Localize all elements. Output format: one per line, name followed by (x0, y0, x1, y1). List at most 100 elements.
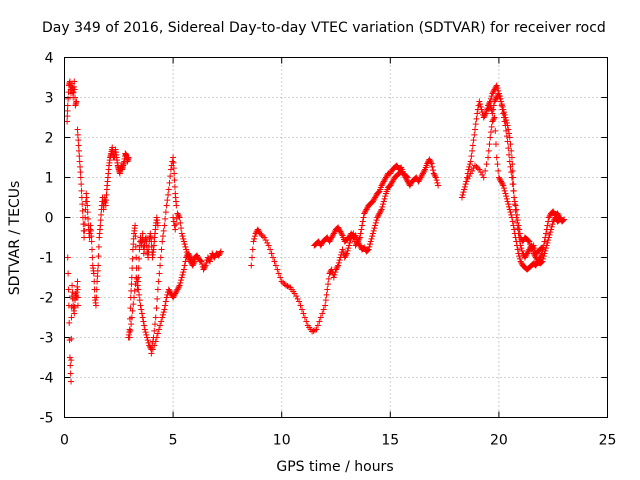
data-point (166, 287, 173, 294)
data-point (466, 161, 473, 168)
data-point (336, 257, 343, 264)
data-point (71, 297, 78, 304)
data-point (74, 131, 81, 138)
data-point (152, 314, 159, 321)
data-point (507, 209, 514, 216)
data-point (202, 262, 209, 269)
data-point (140, 243, 147, 250)
data-point (545, 214, 552, 221)
x-tick-label: 5 (169, 433, 178, 449)
data-point (374, 213, 381, 220)
data-point (483, 161, 490, 168)
data-point (184, 251, 191, 258)
data-point (498, 178, 505, 185)
data-point (335, 224, 342, 231)
data-point (555, 217, 562, 224)
data-point (482, 167, 489, 174)
data-point (95, 262, 102, 269)
data-point (512, 207, 519, 214)
data-point (343, 251, 350, 258)
data-point (426, 156, 433, 163)
data-point (380, 179, 387, 186)
data-point (172, 290, 179, 297)
data-point (313, 326, 320, 333)
data-point (329, 233, 336, 240)
data-point (374, 214, 381, 221)
data-point (170, 293, 177, 300)
x-axis-label: GPS time / hours (276, 459, 393, 475)
data-point (165, 191, 172, 198)
x-tick-label: 0 (60, 433, 69, 449)
data-point (346, 239, 353, 246)
data-point (71, 303, 78, 310)
data-point (217, 249, 224, 256)
y-tick-label: -5 (40, 411, 54, 427)
data-point (482, 111, 489, 118)
data-point (552, 214, 559, 221)
data-point (142, 329, 149, 336)
data-point (492, 127, 499, 134)
data-point (256, 230, 263, 237)
data-point (153, 334, 160, 341)
data-point (478, 106, 485, 113)
data-point (468, 153, 475, 160)
data-point (76, 153, 83, 160)
data-point (537, 254, 544, 261)
data-point (490, 115, 497, 122)
data-point (499, 106, 506, 113)
data-point (339, 246, 346, 253)
data-point (64, 118, 71, 125)
data-point (472, 126, 479, 133)
data-point (283, 282, 290, 289)
data-point (335, 262, 342, 269)
data-point (490, 89, 497, 96)
data-point (64, 107, 71, 114)
data-point (516, 226, 523, 233)
data-point (421, 167, 428, 174)
data-point (301, 314, 308, 321)
data-point (499, 181, 506, 188)
data-point (508, 174, 515, 181)
data-point (540, 253, 547, 260)
data-point (173, 287, 180, 294)
data-point (345, 245, 352, 252)
data-point (198, 258, 205, 265)
data-point (88, 233, 95, 240)
data-point (159, 238, 166, 245)
y-tick-label: -1 (40, 251, 54, 267)
data-point (370, 227, 377, 234)
data-point (316, 318, 323, 325)
data-point (162, 209, 169, 216)
data-point (66, 354, 73, 361)
data-point (200, 266, 207, 273)
data-point (133, 274, 140, 281)
data-point (148, 350, 155, 357)
data-point (469, 142, 476, 149)
data-point (372, 222, 379, 229)
data-point (543, 242, 550, 249)
data-point (340, 249, 347, 256)
data-point (159, 233, 166, 240)
data-point (303, 318, 310, 325)
data-point (500, 109, 507, 116)
data-point (175, 283, 182, 290)
data-point (488, 123, 495, 130)
data-point (432, 174, 439, 181)
data-point (510, 187, 517, 194)
data-point (170, 294, 177, 301)
data-point (127, 327, 134, 334)
data-point (369, 230, 376, 237)
data-point (404, 174, 411, 181)
data-point (542, 230, 549, 237)
data-point (284, 283, 291, 290)
data-point (364, 205, 371, 212)
data-point (327, 235, 334, 242)
data-point (524, 237, 531, 244)
data-point (503, 195, 510, 202)
data-point (508, 147, 515, 154)
data-point (84, 209, 91, 216)
data-point (428, 160, 435, 167)
data-point (530, 242, 537, 249)
data-point (472, 121, 479, 128)
data-point (513, 238, 520, 245)
